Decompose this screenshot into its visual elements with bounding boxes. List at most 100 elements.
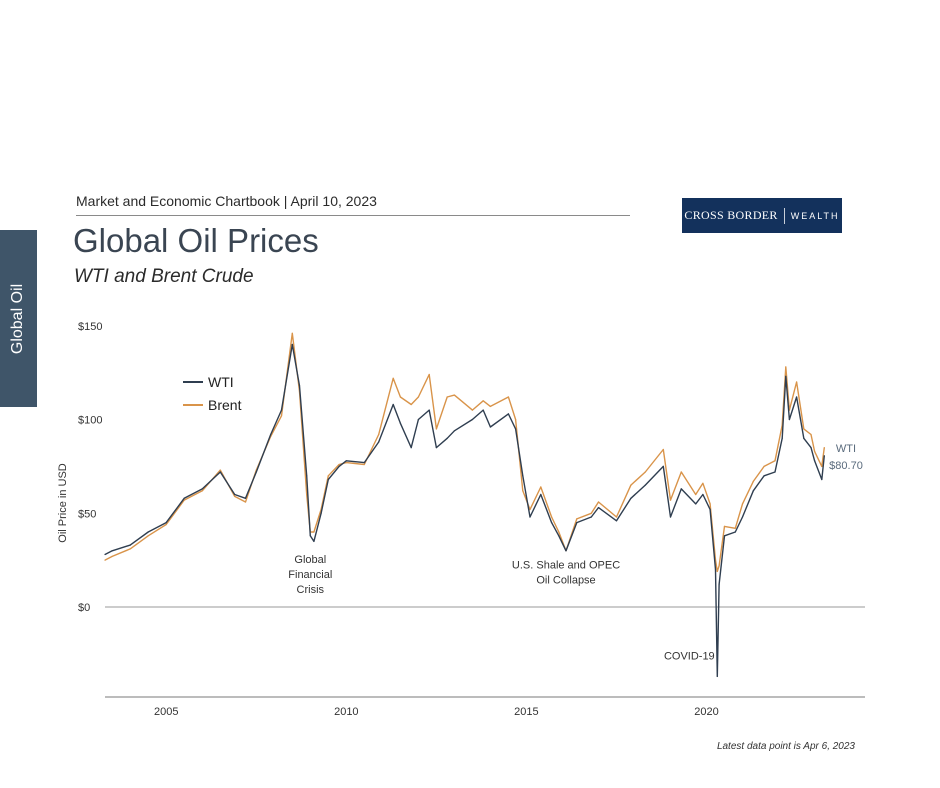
- data-point-brent: [129, 548, 131, 550]
- header-divider: [76, 215, 630, 216]
- data-point-brent: [796, 381, 798, 383]
- logo-text-secondary: WEALTH: [790, 210, 840, 221]
- data-point-brent: [821, 465, 823, 467]
- annotation-text: Global: [294, 554, 326, 566]
- data-point-brent: [363, 463, 365, 466]
- data-point-wti: [201, 488, 203, 490]
- brand-logo: CROSS BORDER WEALTH: [682, 198, 842, 233]
- data-point-brent: [529, 508, 531, 511]
- data-point-brent: [558, 531, 560, 533]
- data-point-wti: [392, 403, 394, 406]
- data-point-wti: [644, 484, 646, 486]
- series-line-brent: [104, 332, 825, 573]
- sidebar-tab-global-oil[interactable]: Global Oil: [0, 230, 37, 407]
- data-point-wti: [219, 471, 221, 473]
- data-point-brent: [774, 460, 776, 462]
- data-point-brent: [201, 490, 203, 492]
- data-point-brent: [763, 465, 765, 467]
- annotation-text: Financial: [288, 569, 332, 581]
- data-point-wti: [104, 553, 106, 556]
- report-header: Market and Economic Chartbook | April 10…: [76, 193, 377, 209]
- annotation-text: Oil Collapse: [536, 574, 595, 586]
- data-point-wti: [576, 522, 578, 524]
- data-point-wti: [244, 497, 247, 499]
- data-point-wti: [803, 437, 805, 439]
- data-point-wti: [796, 396, 798, 398]
- data-point-brent: [306, 493, 308, 496]
- annotation-text: COVID-19: [664, 651, 715, 663]
- end-label-text: WTI: [836, 443, 856, 455]
- data-point-brent: [718, 565, 720, 567]
- data-point-brent: [147, 535, 149, 537]
- data-point-brent: [723, 525, 726, 528]
- data-point-brent: [752, 480, 754, 482]
- data-point-brent: [695, 493, 697, 496]
- data-point-wti: [522, 475, 524, 477]
- data-point-brent: [540, 486, 542, 488]
- data-point-wti: [165, 522, 167, 524]
- data-point-wti: [417, 418, 419, 421]
- data-point-wti: [471, 418, 473, 421]
- data-point-brent: [417, 396, 419, 398]
- data-point-wti: [435, 447, 437, 449]
- data-point-brent: [669, 499, 672, 501]
- y-tick-label: $150: [78, 321, 102, 333]
- data-point-wti: [781, 437, 783, 439]
- annotation: COVID-19: [664, 651, 715, 663]
- annotation: U.S. Shale and OPEC Oil Collapse: [512, 559, 620, 586]
- data-point-wti: [788, 418, 791, 421]
- data-point-brent: [680, 471, 682, 473]
- data-point-wti: [540, 493, 542, 496]
- data-point-brent: [165, 523, 167, 526]
- data-point-wti: [482, 409, 484, 411]
- data-point-brent: [590, 512, 592, 514]
- x-tick-label: 2005: [154, 706, 178, 718]
- data-point-brent: [489, 405, 491, 407]
- data-point-brent: [702, 482, 704, 484]
- y-tick-label: $100: [78, 415, 102, 427]
- data-point-brent: [280, 415, 283, 417]
- data-point-wti: [313, 540, 315, 543]
- data-point-wti: [702, 493, 704, 496]
- data-point-brent: [734, 527, 736, 529]
- data-point-wti: [810, 447, 812, 449]
- data-point-wti: [306, 475, 308, 477]
- data-point-wti: [615, 520, 618, 522]
- data-point-wti: [763, 475, 765, 477]
- footnote: Latest data point is Apr 6, 2023: [716, 741, 855, 752]
- data-point-brent: [345, 462, 347, 464]
- annotation: Global Financial Crisis: [288, 554, 332, 596]
- legend-label-wti: WTI: [208, 374, 234, 390]
- data-point-wti: [270, 433, 272, 436]
- data-point-brent: [662, 448, 664, 451]
- data-point-wti: [489, 426, 491, 428]
- end-label-wti: WTI $80.70: [829, 443, 863, 472]
- data-point-wti: [446, 437, 448, 439]
- data-point-brent: [741, 503, 744, 505]
- data-point-brent: [234, 495, 236, 497]
- data-point-brent: [644, 471, 646, 473]
- logo-text-primary: CROSS BORDER: [684, 208, 778, 222]
- y-axis-label: Oil Price in USD: [57, 463, 69, 543]
- data-point-wti: [565, 550, 567, 552]
- data-point-wti: [147, 531, 149, 533]
- data-point-wti: [597, 507, 600, 509]
- data-point-wti: [669, 516, 672, 518]
- data-point-brent: [219, 469, 221, 471]
- data-point-brent: [716, 570, 718, 573]
- data-point-wti: [714, 568, 717, 571]
- data-point-wti: [338, 465, 340, 467]
- x-tick-label: 2015: [514, 706, 538, 718]
- data-point-brent: [313, 531, 315, 533]
- logo-divider: [783, 207, 785, 224]
- data-point-brent: [515, 418, 517, 421]
- data-point-wti: [774, 471, 776, 473]
- series-wti: [104, 343, 825, 678]
- data-point-brent: [823, 447, 825, 449]
- x-tick-label: 2010: [334, 706, 358, 718]
- data-point-brent: [814, 450, 816, 452]
- end-label-text: $80.70: [829, 460, 863, 472]
- data-point-wti: [529, 516, 531, 518]
- series-line-wti: [104, 343, 825, 678]
- data-point-wti: [709, 508, 711, 511]
